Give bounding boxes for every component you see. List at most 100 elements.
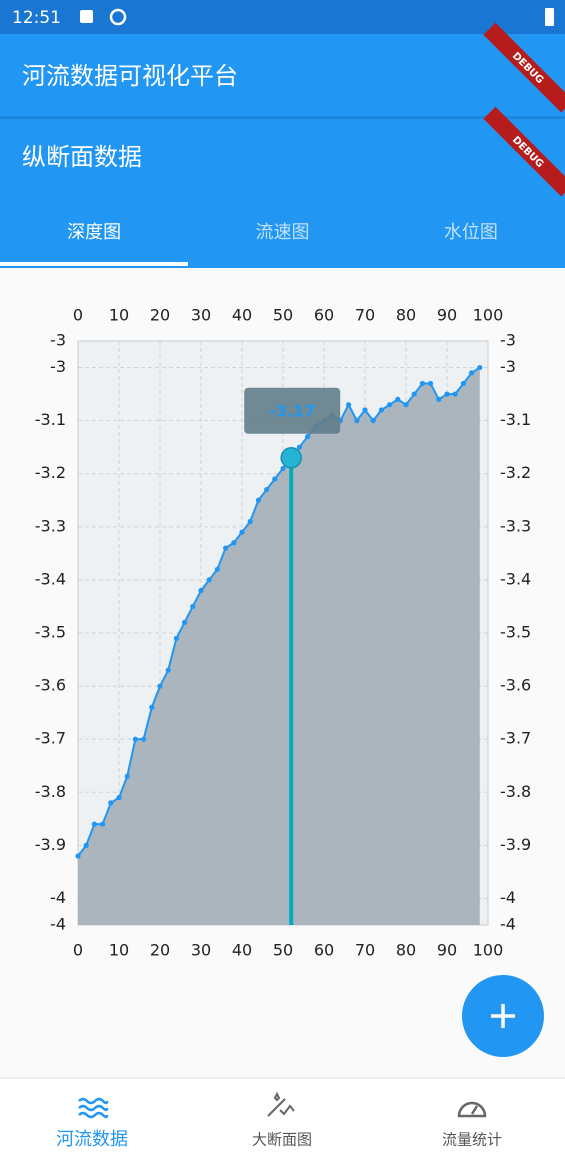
app-bar xyxy=(0,34,565,117)
x-tick-label: 40 xyxy=(232,941,252,960)
data-point xyxy=(190,603,196,610)
y-tick-label: -3.9 xyxy=(35,835,66,854)
battery-icon xyxy=(545,8,554,26)
status-icon xyxy=(109,8,127,26)
data-point xyxy=(460,380,466,387)
x-tick-label: 100 xyxy=(473,306,504,325)
x-tick-label: 30 xyxy=(191,941,211,960)
x-tick-label: 90 xyxy=(437,941,457,960)
page-title: 纵断面数据 xyxy=(22,143,142,171)
data-point xyxy=(116,794,122,801)
nav-icon-gauge xyxy=(457,1101,487,1118)
data-point xyxy=(173,635,179,641)
debug-ribbon xyxy=(483,106,565,197)
data-point xyxy=(296,444,302,450)
x-tick-label: 20 xyxy=(150,306,170,325)
x-tick-label: 70 xyxy=(355,941,375,960)
data-point xyxy=(108,800,114,806)
status-icon xyxy=(80,10,93,23)
x-tick-label: 60 xyxy=(314,306,334,325)
x-tick-label: 90 xyxy=(437,306,457,325)
bottom-nav xyxy=(0,1078,565,1158)
y-tick-label: -3.3 xyxy=(500,516,531,535)
x-tick-label: 50 xyxy=(273,306,293,325)
data-point xyxy=(354,418,360,424)
data-point xyxy=(452,391,458,397)
data-point xyxy=(272,476,278,482)
data-point xyxy=(255,497,261,503)
y-tick-label: -4 xyxy=(50,888,66,907)
data-point xyxy=(206,577,212,583)
x-tick-label: 80 xyxy=(396,941,416,960)
y-tick-label: -3 xyxy=(50,357,66,376)
data-point xyxy=(214,566,220,572)
data-point xyxy=(100,821,106,827)
y-tick-label: -3.8 xyxy=(500,782,531,801)
y-tick-label: -4 xyxy=(50,915,66,934)
y-tick-label: -3 xyxy=(500,357,516,376)
tab-indicator xyxy=(0,262,188,266)
data-point xyxy=(157,683,163,689)
data-point xyxy=(419,380,425,387)
x-tick-label: 100 xyxy=(473,941,504,960)
x-tick-label: 60 xyxy=(314,941,334,960)
data-point xyxy=(346,402,352,408)
data-point xyxy=(124,773,130,779)
x-tick-label: 40 xyxy=(232,306,252,325)
data-point xyxy=(469,370,475,376)
data-point xyxy=(75,853,81,859)
y-tick-label: -3.3 xyxy=(35,516,66,535)
y-tick-label: -3.2 xyxy=(500,463,531,482)
data-point xyxy=(395,396,401,402)
y-tick-label: -4 xyxy=(500,915,516,934)
data-point xyxy=(132,736,138,742)
tab-label: 深度图 xyxy=(67,222,121,243)
data-point xyxy=(83,842,89,848)
status-time: 12:51 xyxy=(12,8,61,28)
app-bar-shadow xyxy=(0,116,565,119)
x-tick-label: 0 xyxy=(73,941,83,960)
y-tick-label: -3.7 xyxy=(500,729,531,748)
x-tick-label: 30 xyxy=(191,306,211,325)
data-point xyxy=(362,407,368,413)
data-point xyxy=(378,407,384,413)
y-tick-label: -3.4 xyxy=(500,569,531,588)
data-point xyxy=(411,391,417,397)
data-point xyxy=(264,487,270,493)
data-point xyxy=(223,545,229,551)
y-tick-label: -3.5 xyxy=(35,623,66,642)
y-tick-label: -3.6 xyxy=(35,676,66,695)
data-point xyxy=(182,619,188,625)
header-bar xyxy=(0,117,565,268)
x-tick-label: 80 xyxy=(396,306,416,325)
tab-label: 水位图 xyxy=(444,222,498,243)
y-tick-label: -3.7 xyxy=(35,729,66,748)
nav-label: 大断面图 xyxy=(252,1131,312,1149)
data-point xyxy=(165,667,171,673)
x-tick-label: 50 xyxy=(273,941,293,960)
data-point xyxy=(231,540,237,546)
data-point xyxy=(444,391,450,397)
data-point xyxy=(91,821,97,827)
y-tick-label: -3.8 xyxy=(35,782,66,801)
chart: 0 0 10 10 20 20 30 30 40 40 50 50 60 60 70 70 80 80 90 90 10… xyxy=(35,306,531,960)
y-tick-label: -3.2 xyxy=(35,463,66,482)
data-point xyxy=(280,465,286,472)
data-point xyxy=(436,396,442,402)
y-tick-label: -3 xyxy=(50,331,66,350)
fab-icon xyxy=(491,1004,515,1028)
x-tick-label: 10 xyxy=(109,941,129,960)
data-point xyxy=(141,736,147,742)
data-point xyxy=(403,402,409,408)
nav-label: 河流数据 xyxy=(56,1129,128,1150)
y-tick-label: -3.1 xyxy=(500,410,531,429)
app-title: 河流数据可视化平台 xyxy=(22,62,238,90)
nav-icon-section xyxy=(267,1091,295,1117)
y-tick-label: -3.9 xyxy=(500,835,531,854)
data-point xyxy=(428,380,434,387)
nav-label: 流量统计 xyxy=(442,1131,502,1149)
data-point xyxy=(239,529,245,535)
data-point xyxy=(247,518,253,525)
